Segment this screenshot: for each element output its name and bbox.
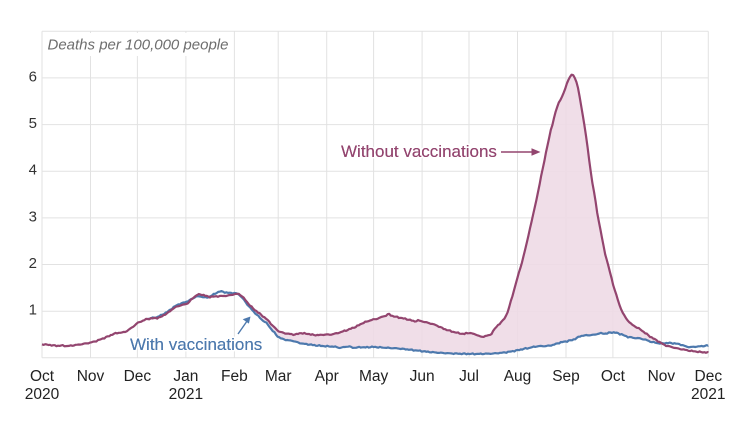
svg-text:Feb: Feb <box>221 368 248 385</box>
svg-text:2: 2 <box>29 255 37 272</box>
svg-text:Apr: Apr <box>315 368 339 385</box>
svg-text:Without vaccinations: Without vaccinations <box>341 142 497 161</box>
svg-text:5: 5 <box>29 115 37 132</box>
svg-text:Nov: Nov <box>648 368 676 385</box>
svg-text:2021: 2021 <box>691 386 725 403</box>
svg-text:With vaccinations: With vaccinations <box>130 335 262 354</box>
svg-text:Oct: Oct <box>30 368 55 385</box>
svg-text:Mar: Mar <box>265 368 292 385</box>
svg-text:4: 4 <box>29 162 37 179</box>
svg-text:Sep: Sep <box>552 368 580 385</box>
svg-text:6: 6 <box>29 68 37 85</box>
svg-text:2021: 2021 <box>169 386 203 403</box>
svg-text:Deaths per 100,000 people: Deaths per 100,000 people <box>48 37 229 54</box>
svg-text:3: 3 <box>29 208 37 225</box>
svg-text:May: May <box>359 368 389 385</box>
svg-text:Without vaccinations: Without vaccinations <box>341 142 497 161</box>
svg-text:1: 1 <box>29 302 37 319</box>
svg-text:Dec: Dec <box>695 368 723 385</box>
svg-text:Oct: Oct <box>601 368 626 385</box>
svg-text:Dec: Dec <box>124 368 152 385</box>
svg-text:2020: 2020 <box>25 386 60 403</box>
svg-text:Nov: Nov <box>77 368 105 385</box>
svg-text:Jan: Jan <box>173 368 198 385</box>
svg-text:Aug: Aug <box>504 368 532 385</box>
svg-text:Jul: Jul <box>459 368 479 385</box>
svg-text:Jun: Jun <box>410 368 435 385</box>
svg-text:With vaccinations: With vaccinations <box>130 335 262 354</box>
